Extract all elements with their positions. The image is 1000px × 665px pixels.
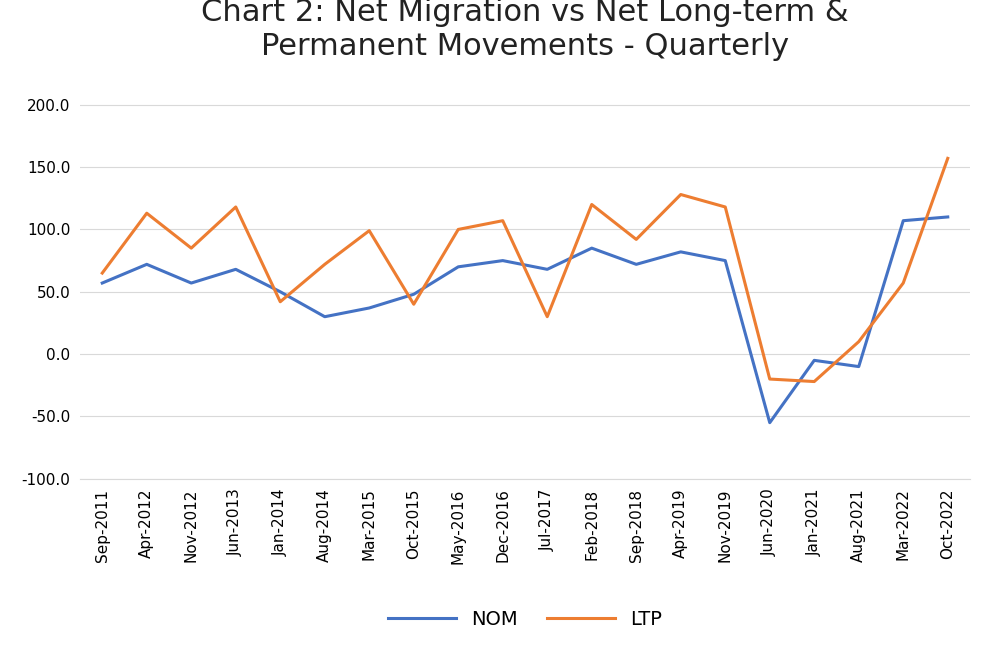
Title: Chart 2: Net Migration vs Net Long-term &
Permanent Movements - Quarterly: Chart 2: Net Migration vs Net Long-term … [201,0,849,61]
NOM [630,260,642,268]
LTP [719,203,731,211]
LTP [96,269,108,277]
NOM [853,362,865,370]
LTP [808,378,820,386]
NOM [675,248,687,256]
LTP [630,235,642,243]
LTP [853,338,865,346]
NOM [942,213,954,221]
NOM [141,260,153,268]
LTP [452,225,464,233]
LTP [897,279,909,287]
NOM [408,290,420,298]
LTP [586,200,598,208]
NOM [764,419,776,427]
Line: NOM: NOM [102,217,948,423]
LTP [675,190,687,198]
NOM [897,217,909,225]
LTP [942,154,954,162]
LTP [230,203,242,211]
NOM [363,304,375,312]
LTP [185,244,197,252]
NOM [541,265,553,273]
LTP [319,260,331,268]
NOM [452,263,464,271]
LTP [408,300,420,308]
LTP [764,375,776,383]
LTP [274,298,286,306]
NOM [586,244,598,252]
NOM [96,279,108,287]
NOM [319,313,331,321]
NOM [274,288,286,296]
Line: LTP: LTP [102,158,948,382]
LTP [541,313,553,321]
LTP [497,217,509,225]
LTP [141,209,153,217]
NOM [719,257,731,265]
Legend: NOM, LTP: NOM, LTP [380,602,670,636]
LTP [363,227,375,235]
NOM [808,356,820,364]
NOM [497,257,509,265]
NOM [230,265,242,273]
NOM [185,279,197,287]
